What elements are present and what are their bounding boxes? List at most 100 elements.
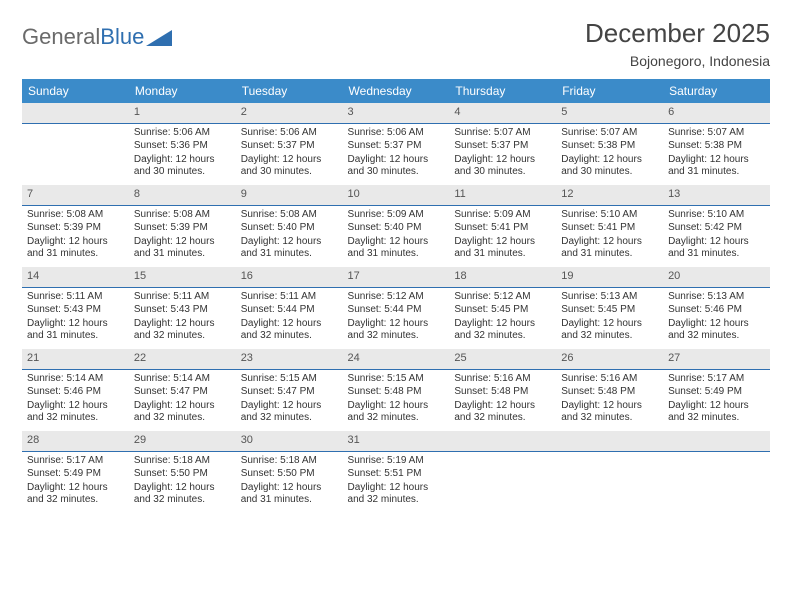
day-number: 13 — [663, 185, 770, 206]
brand-part2: Blue — [100, 24, 144, 50]
day-number: 4 — [449, 103, 556, 124]
calendar-day-cell: 25Sunrise: 5:16 AMSunset: 5:48 PMDayligh… — [449, 349, 556, 431]
daylight-line: Daylight: 12 hours and 32 minutes. — [348, 400, 445, 425]
day-info: Sunrise: 5:12 AMSunset: 5:45 PMDaylight:… — [449, 288, 556, 348]
day-info: Sunrise: 5:08 AMSunset: 5:39 PMDaylight:… — [22, 206, 129, 266]
calendar-body: 1Sunrise: 5:06 AMSunset: 5:36 PMDaylight… — [22, 103, 770, 513]
sunset-line: Sunset: 5:50 PM — [134, 468, 231, 481]
day-number — [449, 431, 556, 452]
sunset-line: Sunset: 5:39 PM — [134, 222, 231, 235]
calendar-day-cell: 27Sunrise: 5:17 AMSunset: 5:49 PMDayligh… — [663, 349, 770, 431]
day-number: 25 — [449, 349, 556, 370]
calendar-day-cell: 12Sunrise: 5:10 AMSunset: 5:41 PMDayligh… — [556, 185, 663, 267]
sunset-line: Sunset: 5:49 PM — [668, 386, 765, 399]
daylight-line: Daylight: 12 hours and 32 minutes. — [27, 482, 124, 507]
sunrise-line: Sunrise: 5:13 AM — [561, 291, 658, 304]
daylight-line: Daylight: 12 hours and 32 minutes. — [134, 482, 231, 507]
day-number: 19 — [556, 267, 663, 288]
weekday-header: Wednesday — [343, 79, 450, 103]
sunset-line: Sunset: 5:49 PM — [27, 468, 124, 481]
calendar-day-cell: 29Sunrise: 5:18 AMSunset: 5:50 PMDayligh… — [129, 431, 236, 513]
day-info: Sunrise: 5:17 AMSunset: 5:49 PMDaylight:… — [22, 452, 129, 512]
calendar-day-cell: 18Sunrise: 5:12 AMSunset: 5:45 PMDayligh… — [449, 267, 556, 349]
calendar-day-cell: 3Sunrise: 5:06 AMSunset: 5:37 PMDaylight… — [343, 103, 450, 185]
daylight-line: Daylight: 12 hours and 31 minutes. — [241, 236, 338, 261]
calendar-day-cell: 2Sunrise: 5:06 AMSunset: 5:37 PMDaylight… — [236, 103, 343, 185]
daylight-line: Daylight: 12 hours and 30 minutes. — [134, 154, 231, 179]
calendar-day-cell: 9Sunrise: 5:08 AMSunset: 5:40 PMDaylight… — [236, 185, 343, 267]
daylight-line: Daylight: 12 hours and 31 minutes. — [27, 318, 124, 343]
sunset-line: Sunset: 5:50 PM — [241, 468, 338, 481]
sunrise-line: Sunrise: 5:08 AM — [27, 209, 124, 222]
day-info: Sunrise: 5:14 AMSunset: 5:46 PMDaylight:… — [22, 370, 129, 430]
sunset-line: Sunset: 5:40 PM — [348, 222, 445, 235]
calendar-day-cell: 13Sunrise: 5:10 AMSunset: 5:42 PMDayligh… — [663, 185, 770, 267]
daylight-line: Daylight: 12 hours and 31 minutes. — [561, 236, 658, 261]
sunset-line: Sunset: 5:45 PM — [561, 304, 658, 317]
calendar-day-cell: 31Sunrise: 5:19 AMSunset: 5:51 PMDayligh… — [343, 431, 450, 513]
day-number: 23 — [236, 349, 343, 370]
sunset-line: Sunset: 5:43 PM — [134, 304, 231, 317]
daylight-line: Daylight: 12 hours and 31 minutes. — [668, 154, 765, 179]
daylight-line: Daylight: 12 hours and 32 minutes. — [348, 318, 445, 343]
calendar-day-cell: 23Sunrise: 5:15 AMSunset: 5:47 PMDayligh… — [236, 349, 343, 431]
day-info: Sunrise: 5:06 AMSunset: 5:37 PMDaylight:… — [343, 124, 450, 184]
sunrise-line: Sunrise: 5:16 AM — [561, 373, 658, 386]
calendar-day-cell: 14Sunrise: 5:11 AMSunset: 5:43 PMDayligh… — [22, 267, 129, 349]
sunset-line: Sunset: 5:41 PM — [454, 222, 551, 235]
sunset-line: Sunset: 5:47 PM — [134, 386, 231, 399]
daylight-line: Daylight: 12 hours and 32 minutes. — [241, 400, 338, 425]
calendar-day-cell: 16Sunrise: 5:11 AMSunset: 5:44 PMDayligh… — [236, 267, 343, 349]
sunset-line: Sunset: 5:44 PM — [241, 304, 338, 317]
day-number — [663, 431, 770, 452]
calendar-day-cell: 1Sunrise: 5:06 AMSunset: 5:36 PMDaylight… — [129, 103, 236, 185]
day-number: 27 — [663, 349, 770, 370]
sunrise-line: Sunrise: 5:18 AM — [241, 455, 338, 468]
calendar-day-cell: 17Sunrise: 5:12 AMSunset: 5:44 PMDayligh… — [343, 267, 450, 349]
day-number: 7 — [22, 185, 129, 206]
sunrise-line: Sunrise: 5:14 AM — [134, 373, 231, 386]
sunset-line: Sunset: 5:39 PM — [27, 222, 124, 235]
day-info: Sunrise: 5:10 AMSunset: 5:41 PMDaylight:… — [556, 206, 663, 266]
calendar-day-cell: 15Sunrise: 5:11 AMSunset: 5:43 PMDayligh… — [129, 267, 236, 349]
day-info: Sunrise: 5:19 AMSunset: 5:51 PMDaylight:… — [343, 452, 450, 512]
sunrise-line: Sunrise: 5:06 AM — [241, 127, 338, 140]
calendar-week-row: 7Sunrise: 5:08 AMSunset: 5:39 PMDaylight… — [22, 185, 770, 267]
day-number: 2 — [236, 103, 343, 124]
day-info: Sunrise: 5:09 AMSunset: 5:41 PMDaylight:… — [449, 206, 556, 266]
day-number — [556, 431, 663, 452]
calendar-head: Sunday Monday Tuesday Wednesday Thursday… — [22, 79, 770, 103]
sunrise-line: Sunrise: 5:15 AM — [348, 373, 445, 386]
day-number: 29 — [129, 431, 236, 452]
sunrise-line: Sunrise: 5:17 AM — [668, 373, 765, 386]
calendar-day-cell: 26Sunrise: 5:16 AMSunset: 5:48 PMDayligh… — [556, 349, 663, 431]
sunset-line: Sunset: 5:40 PM — [241, 222, 338, 235]
day-info: Sunrise: 5:13 AMSunset: 5:45 PMDaylight:… — [556, 288, 663, 348]
sunset-line: Sunset: 5:48 PM — [561, 386, 658, 399]
calendar-day-cell: 7Sunrise: 5:08 AMSunset: 5:39 PMDaylight… — [22, 185, 129, 267]
daylight-line: Daylight: 12 hours and 31 minutes. — [348, 236, 445, 261]
day-number: 9 — [236, 185, 343, 206]
day-number: 11 — [449, 185, 556, 206]
day-info: Sunrise: 5:09 AMSunset: 5:40 PMDaylight:… — [343, 206, 450, 266]
day-number: 31 — [343, 431, 450, 452]
calendar-week-row: 14Sunrise: 5:11 AMSunset: 5:43 PMDayligh… — [22, 267, 770, 349]
day-info: Sunrise: 5:17 AMSunset: 5:49 PMDaylight:… — [663, 370, 770, 430]
day-info: Sunrise: 5:10 AMSunset: 5:42 PMDaylight:… — [663, 206, 770, 266]
daylight-line: Daylight: 12 hours and 32 minutes. — [454, 318, 551, 343]
day-info: Sunrise: 5:16 AMSunset: 5:48 PMDaylight:… — [556, 370, 663, 430]
day-number: 17 — [343, 267, 450, 288]
daylight-line: Daylight: 12 hours and 30 minutes. — [241, 154, 338, 179]
weekday-header: Saturday — [663, 79, 770, 103]
sunrise-line: Sunrise: 5:08 AM — [134, 209, 231, 222]
daylight-line: Daylight: 12 hours and 32 minutes. — [561, 318, 658, 343]
brand-logo: GeneralBlue — [22, 18, 172, 50]
day-info: Sunrise: 5:07 AMSunset: 5:37 PMDaylight:… — [449, 124, 556, 184]
sunset-line: Sunset: 5:37 PM — [348, 140, 445, 153]
day-number: 20 — [663, 267, 770, 288]
day-number: 26 — [556, 349, 663, 370]
day-number: 5 — [556, 103, 663, 124]
calendar-week-row: 21Sunrise: 5:14 AMSunset: 5:46 PMDayligh… — [22, 349, 770, 431]
title-block: December 2025 Bojonegoro, Indonesia — [585, 18, 770, 69]
day-number: 22 — [129, 349, 236, 370]
